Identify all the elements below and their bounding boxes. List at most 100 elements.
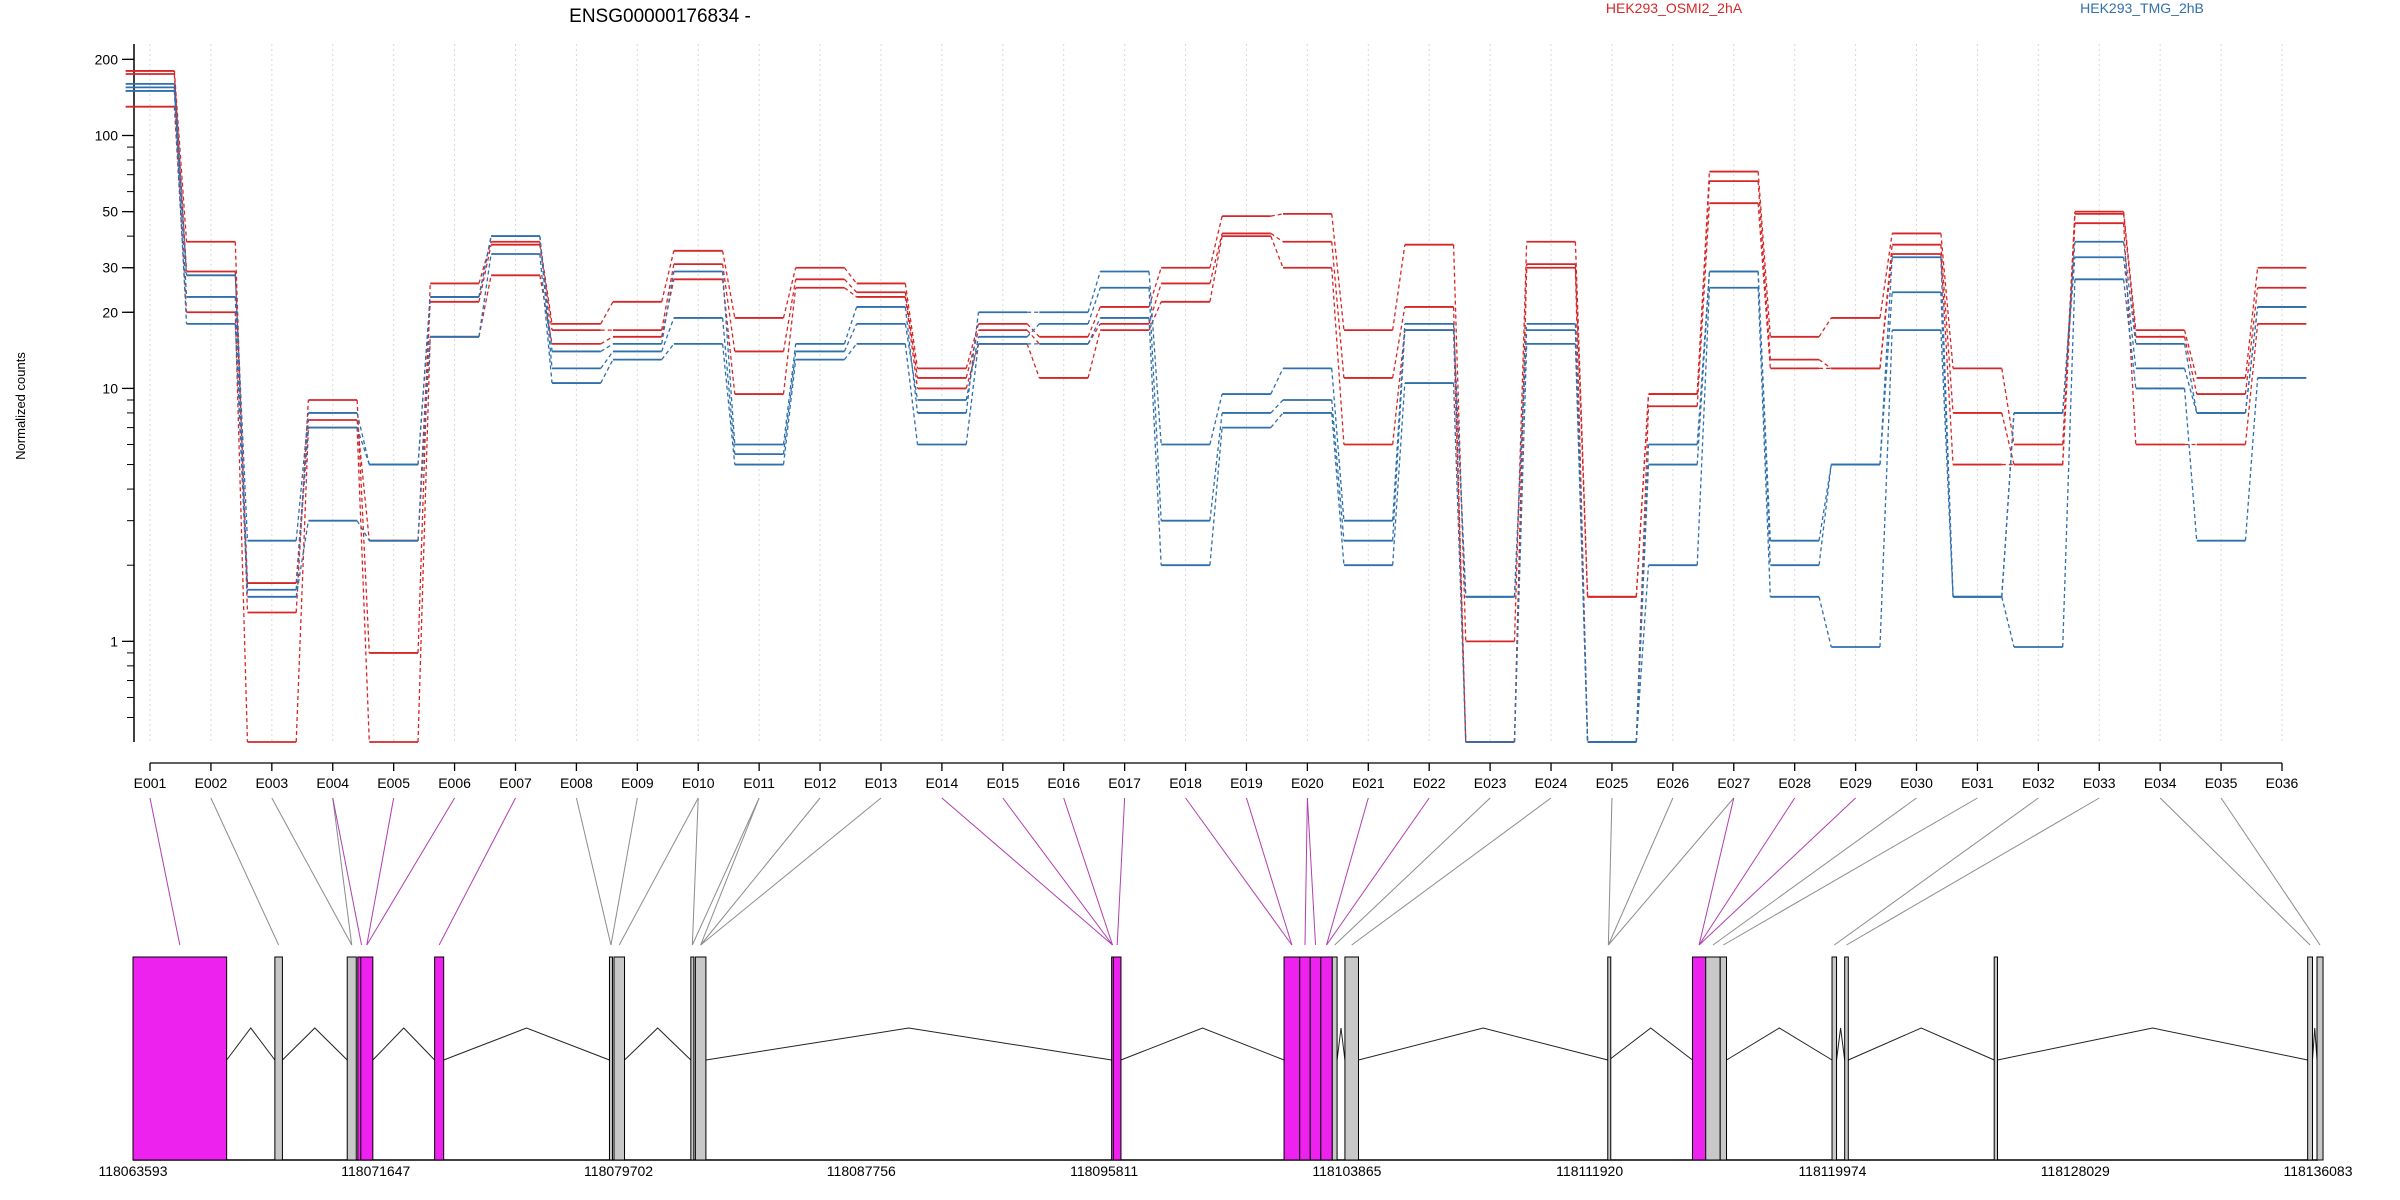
- x-tick-label: E016: [1047, 775, 1080, 791]
- series-a-connector: [600, 336, 614, 345]
- series-b-connector: [782, 351, 797, 455]
- series-b-connector: [1574, 343, 1589, 743]
- series-b-connector: [721, 271, 736, 445]
- y-axis-label: Normalized counts: [13, 352, 28, 460]
- exon-block: [274, 956, 283, 1161]
- series-b-connector: [843, 323, 858, 352]
- series-b-connector: [2001, 596, 2015, 648]
- exon-block: [1719, 956, 1728, 1161]
- x-tick-label: E011: [743, 775, 775, 791]
- plot-area: 1 10 20 30 50 100 200 E001 E002 E003 E004 E005 E006 E…: [95, 44, 2307, 791]
- series-b-connector: [234, 323, 249, 597]
- series-b-connector: [1392, 383, 1406, 566]
- bin-to-exon-link: [271, 797, 353, 946]
- series-a-connector: [1818, 359, 1832, 369]
- series-b-connector: [539, 236, 553, 352]
- bin-to-exon-link: [691, 797, 699, 946]
- x-tick-label: E027: [1717, 775, 1750, 791]
- series-a-connector: [173, 70, 188, 242]
- exon-block-highlighted: [360, 956, 374, 1161]
- series-a-connector: [1392, 244, 1406, 331]
- series-a-connector: [2183, 329, 2198, 379]
- series-a-connector: [721, 264, 736, 352]
- series-b-connector: [600, 343, 614, 353]
- series-b-connector: [2122, 257, 2137, 369]
- series-a-connector: [1696, 203, 1711, 407]
- bin-to-exon-link: [1607, 797, 1735, 946]
- series-b-connector: [2183, 388, 2198, 541]
- x-tick-label: E010: [682, 775, 715, 791]
- series-a-connector: [2244, 267, 2259, 379]
- series-a-connector: [1026, 329, 1040, 345]
- series-b-connector: [356, 412, 370, 465]
- x-tick-label: E029: [1839, 775, 1872, 791]
- x-tick-label: E003: [255, 775, 288, 791]
- series-a-connector: [2244, 287, 2259, 395]
- bin-to-exon-link: [2159, 797, 2311, 946]
- x-tick-label: E034: [2144, 775, 2177, 791]
- x-tick-label: E004: [316, 775, 349, 791]
- bin-to-exon-link: [1607, 797, 1674, 946]
- series-b-connector: [2001, 412, 2015, 597]
- series-b-connector: [2062, 279, 2076, 648]
- series-a-connector: [782, 279, 797, 352]
- series-b-connector: [1270, 412, 1284, 429]
- bin-to-exon-link: [1002, 797, 1113, 946]
- bin-to-exon-link: [1846, 797, 2100, 946]
- series-a-connector: [2062, 223, 2076, 465]
- series-b-connector: [904, 323, 919, 401]
- series-a-connector: [782, 267, 797, 319]
- series-b-connector: [295, 427, 310, 590]
- series-b-connector: [417, 296, 431, 465]
- series-b-connector: [965, 312, 980, 414]
- series-b-connector: [1513, 343, 1528, 743]
- bin-to-exon-link: [1326, 797, 1369, 946]
- x-tick-label: E021: [1352, 775, 1385, 791]
- y-tick-label: 200: [95, 51, 119, 67]
- series-a-connector: [2001, 368, 2015, 445]
- series-b-connector: [1270, 368, 1284, 395]
- series-a-connector: [721, 279, 736, 395]
- genome-coordinate-label: 118079702: [584, 1163, 653, 1179]
- x-tick-label: E022: [1413, 775, 1446, 791]
- series-a-connector: [2183, 336, 2198, 395]
- bin-to-exon-link: [1712, 797, 1917, 946]
- bin-to-exon-link: [618, 797, 699, 946]
- series-b-connector: [1757, 287, 1771, 597]
- x-tick-label: E026: [1657, 775, 1690, 791]
- x-tick-label: E001: [134, 775, 167, 791]
- series-a-connector: [1940, 253, 1954, 465]
- legend-label-condition-b: HEK293_TMG_2hB: [2080, 0, 2204, 16]
- series-b-connector: [417, 336, 431, 541]
- exon-block-highlighted: [1283, 956, 1301, 1161]
- intron-line: [226, 1027, 276, 1061]
- series-b-connector: [1818, 464, 1832, 566]
- series-b-connector: [1452, 323, 1467, 597]
- genome-coordinate-label: 118095811: [1070, 1163, 1138, 1179]
- bin-to-exon-link: [1723, 797, 1978, 946]
- series-b-connector: [1331, 368, 1345, 521]
- legend-label-condition-a: HEK293_OSMI2_2hA: [1606, 0, 1743, 16]
- x-tick-label: E030: [1900, 775, 1933, 791]
- bin-to-exon-link: [700, 797, 821, 946]
- x-tick-label: E033: [2083, 775, 2116, 791]
- genome-coordinate-label: 118063593: [98, 1163, 167, 1179]
- series-b-connector: [1940, 292, 1954, 597]
- bin-to-exon-link: [332, 797, 353, 946]
- series-a-connector: [1757, 181, 1771, 360]
- series-a-connector: [782, 287, 797, 395]
- series-a-connector: [173, 106, 188, 313]
- intron-line: [372, 1027, 435, 1061]
- series-b-connector: [295, 412, 310, 541]
- bin-to-exon-link: [366, 797, 395, 946]
- series-b-connector: [1879, 292, 1893, 465]
- intron-line: [1836, 1027, 1846, 1061]
- series-b-connector: [295, 520, 310, 597]
- series-a-connector: [1757, 203, 1771, 369]
- series-a-connector: [1392, 306, 1406, 379]
- bin-to-exon-link: [1698, 797, 1856, 946]
- bin-to-exon-link: [700, 797, 882, 946]
- exon-block-highlighted: [132, 956, 228, 1161]
- series-b-connector: [1331, 412, 1345, 566]
- intron-line: [2311, 1027, 2318, 1061]
